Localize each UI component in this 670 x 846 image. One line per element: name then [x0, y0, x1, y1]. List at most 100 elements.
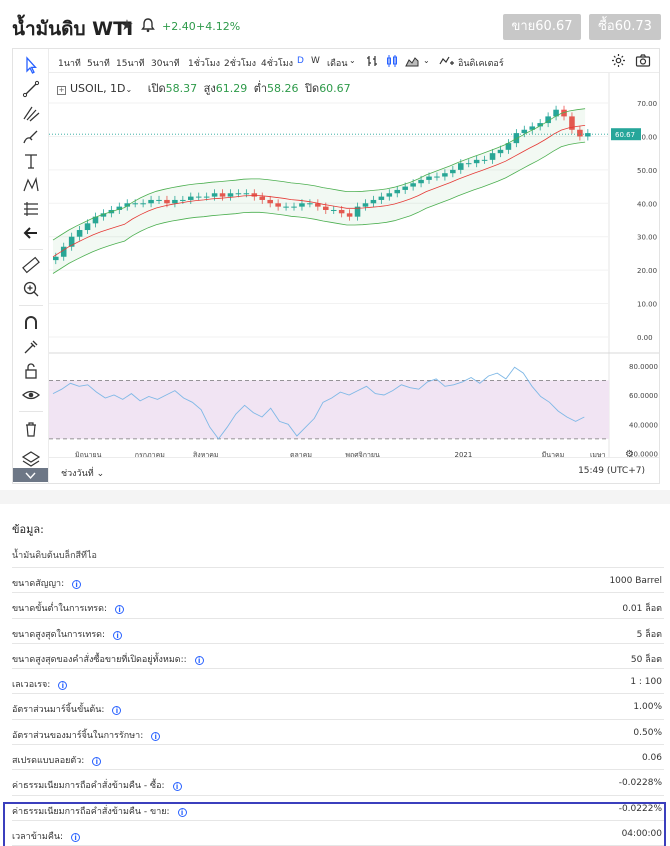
magnet-icon[interactable]	[21, 313, 41, 333]
settings-gear-icon[interactable]	[611, 53, 626, 68]
toolbar-divider	[19, 305, 43, 306]
info-row-value: 5 ล็อต	[636, 629, 662, 640]
timeframe-5m[interactable]: 5นาที	[87, 59, 110, 69]
info-row-label: ขนาดสูงสุดของคำสั่งซื้อขายที่เปิดอยู่ทั้…	[12, 652, 204, 666]
candle-body	[418, 179, 424, 184]
x-tick-label: กรกฎาคม	[135, 451, 165, 457]
candle-body	[84, 223, 91, 231]
axis-settings-icon[interactable]: ⚙	[625, 449, 634, 457]
indicators-icon	[439, 56, 454, 65]
timeframe-w[interactable]: W	[311, 56, 320, 66]
indicators-button[interactable]: อินดิเคเตอร์	[458, 59, 504, 69]
candle-body	[307, 203, 313, 205]
candles-style-icon[interactable]	[385, 54, 399, 68]
info-row-label-text: อัตราส่วนมาร์จิ้นขั้นต้น:	[12, 705, 105, 716]
text-tool-icon[interactable]	[21, 151, 41, 171]
zoom-in-icon[interactable]	[21, 279, 41, 299]
date-range-button[interactable]: ช่วงวันที่ ⌄	[61, 469, 105, 479]
info-row-label-text: สเปรดแบบลอยตัว:	[12, 756, 85, 767]
candle-body	[561, 109, 567, 117]
info-row-label-text: เลเวอเรจ:	[12, 680, 51, 691]
timeframe-2h[interactable]: 2ชั่วโมง	[224, 59, 257, 69]
timeframe-30m[interactable]: 30นาที	[151, 59, 180, 69]
candle-body	[346, 213, 353, 217]
chevron-down-icon[interactable]: ⌄	[423, 56, 430, 65]
info-icon[interactable]: i	[72, 580, 82, 589]
brush-icon[interactable]	[21, 127, 41, 147]
bell-icon[interactable]	[140, 17, 156, 33]
chevron-down-icon[interactable]: ⌄	[125, 85, 133, 94]
info-icon[interactable]: i	[151, 731, 161, 741]
candle-body	[370, 199, 377, 204]
info-icon[interactable]: i	[92, 757, 102, 767]
trend-line-icon[interactable]	[21, 79, 41, 99]
toolbar-divider	[19, 249, 43, 250]
cursor-icon[interactable]	[21, 55, 41, 75]
buy-button[interactable]: ซื้อ60.73	[589, 14, 661, 40]
legend-toggle-icon[interactable]: +	[57, 86, 66, 95]
candle-body	[148, 199, 154, 204]
layers-icon[interactable]	[21, 449, 41, 469]
timeframe-month[interactable]: เดือน	[327, 59, 348, 69]
timeframe-4h[interactable]: 4ชั่วโมง	[261, 59, 294, 69]
x-tick-label: มิถุนายน	[75, 451, 102, 457]
info-icon[interactable]: i	[177, 807, 187, 817]
info-row-label: ค่าธรรมเนียมการถือคำสั่งข้ามคืน - ขาย: i	[12, 804, 187, 818]
candle-body	[132, 203, 138, 205]
x-tick-label: มีนาคม	[542, 451, 565, 457]
timeframe-d[interactable]: D	[297, 56, 304, 66]
timeframe-1h[interactable]: 1ชั่วโมง	[188, 59, 221, 69]
info-icon[interactable]: i	[112, 706, 122, 716]
price-tick-label: 40.00	[637, 200, 657, 208]
candle-body	[299, 203, 305, 207]
chevron-down-icon[interactable]: ⌄	[349, 56, 356, 65]
info-row-label: ขนาดสูงสุดในการเทรด: i	[12, 627, 123, 641]
eye-icon[interactable]	[21, 385, 41, 405]
camera-icon[interactable]	[635, 53, 651, 68]
area-style-icon[interactable]	[405, 54, 419, 68]
candle-body	[569, 116, 575, 130]
measure-lines-icon[interactable]	[21, 199, 41, 219]
candle-body	[164, 199, 170, 204]
instrument-title: น้ำมันดิบ WTI	[12, 18, 134, 40]
candle-body	[402, 186, 408, 190]
candle-body	[481, 159, 488, 161]
info-row: ขนาดขั้นต่ำในการเทรด: i 0.01 ล็อต	[12, 593, 664, 619]
low-label: ต่ำ	[253, 82, 268, 95]
chart-top-toolbar: 1นาที 5นาที 15นาที 30นาที 1ชั่วโมง 2ชั่ว…	[49, 49, 659, 73]
ruler-icon[interactable]	[21, 255, 41, 275]
lock-icon[interactable]	[21, 361, 41, 381]
symbol-label[interactable]: USOIL, 1D	[70, 82, 126, 95]
sell-button[interactable]: ขาย60.67	[503, 14, 581, 40]
timezone-clock[interactable]: 15:49 (UTC+7)	[578, 466, 645, 476]
info-icon[interactable]: i	[113, 630, 123, 640]
info-icon[interactable]: i	[58, 681, 68, 691]
pitchfork-icon[interactable]	[21, 103, 41, 123]
info-row-label: อัตราส่วนของมาร์จิ้นในการรักษา: i	[12, 728, 161, 742]
timeframe-15m[interactable]: 15นาที	[116, 59, 145, 69]
info-icon[interactable]: i	[172, 782, 182, 792]
info-icon[interactable]: i	[71, 832, 81, 842]
candle-body	[521, 129, 528, 134]
star-icon[interactable]: ★	[120, 16, 134, 34]
back-arrow-icon[interactable]	[21, 223, 41, 243]
collapse-toolbar-button[interactable]	[13, 468, 48, 482]
info-row-label-text: ค่าธรรมเนียมการถือคำสั่งข้ามคืน - ขาย:	[12, 806, 170, 817]
info-icon[interactable]: i	[194, 655, 204, 665]
candle-body	[553, 109, 559, 117]
price-tick-label: 30.00	[637, 234, 657, 242]
info-row-value: 1 : 100	[630, 677, 662, 688]
info-icon[interactable]: i	[115, 605, 125, 615]
price-and-rsi-plot[interactable]: 70.00 60.00 50.00 40.00 30.00 20.00 10.00 0.00 6…	[49, 73, 659, 457]
info-row-label: ขนาดสัญญา: i	[12, 576, 82, 590]
pattern-icon[interactable]	[21, 175, 41, 195]
lock-drawings-icon[interactable]	[21, 337, 41, 357]
candle-body	[465, 163, 472, 165]
info-row-value: 1.00%	[633, 702, 662, 713]
candle-body	[68, 236, 75, 247]
candle-body	[235, 193, 242, 195]
timeframe-1m[interactable]: 1นาที	[58, 59, 81, 69]
trash-icon[interactable]	[21, 419, 41, 439]
bars-style-icon[interactable]	[365, 54, 379, 68]
candle-body	[219, 193, 226, 197]
